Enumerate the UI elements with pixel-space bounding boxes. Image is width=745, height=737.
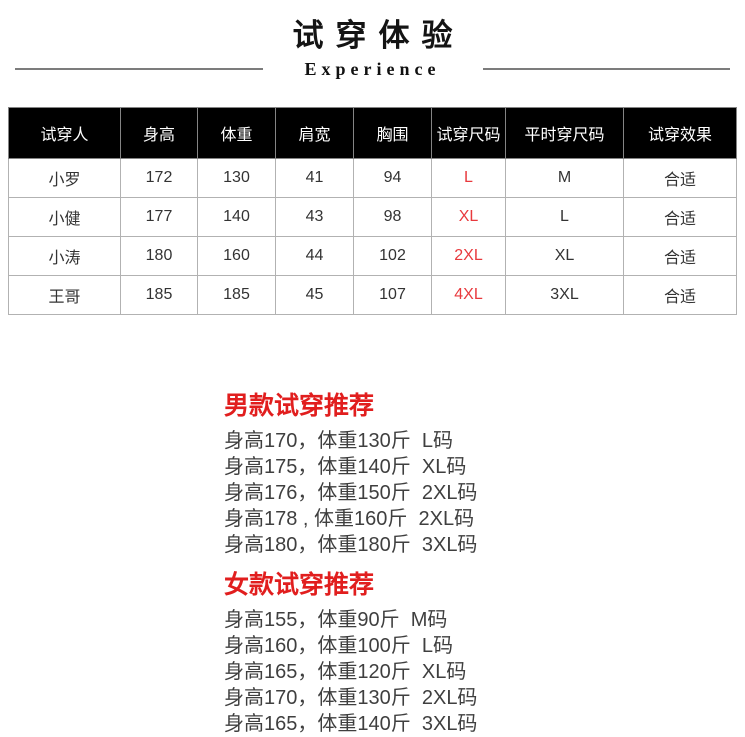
female-reco-line: 身高165，体重140斤 3XL码 [224, 713, 478, 735]
cell-height: 180 [120, 236, 198, 276]
cell-height: 185 [120, 275, 198, 315]
cell-try-size: 2XL [431, 236, 506, 276]
cell-height: 172 [120, 158, 198, 198]
header-cell-shoulder: 肩宽 [275, 107, 354, 159]
header-cell-try-size: 试穿尺码 [431, 107, 506, 159]
female-reco-line: 身高155，体重90斤 M码 [224, 609, 448, 631]
cell-weight: 160 [197, 236, 276, 276]
cell-chest: 94 [353, 158, 432, 198]
cell-weight: 130 [197, 158, 276, 198]
cell-person: 小健 [8, 197, 121, 237]
cell-effect: 合适 [623, 158, 737, 198]
cell-person: 小涛 [8, 236, 121, 276]
cell-chest: 102 [353, 236, 432, 276]
cell-usual-size: L [505, 197, 624, 237]
table-row: 小罗 172 130 41 94 L M 合适 [8, 158, 737, 198]
subtitle-row: Experience [0, 57, 745, 81]
female-reco-title: 女款试穿推荐 [224, 571, 375, 599]
male-reco-line: 身高176，体重150斤 2XL码 [224, 482, 478, 504]
female-reco-line: 身高170，体重130斤 2XL码 [224, 687, 478, 709]
male-reco-title: 男款试穿推荐 [224, 392, 375, 420]
header-cell-person: 试穿人 [8, 107, 121, 159]
fit-table-container: 试穿人 身高 体重 肩宽 胸围 试穿尺码 平时穿尺码 试穿效果 小罗 172 1… [8, 107, 737, 315]
cell-weight: 185 [197, 275, 276, 315]
page-title: 试穿体验 [292, 18, 465, 53]
cell-person: 王哥 [8, 275, 121, 315]
header-cell-chest: 胸围 [353, 107, 432, 159]
cell-shoulder: 41 [275, 158, 354, 198]
cell-shoulder: 43 [275, 197, 354, 237]
male-reco-line: 身高175，体重140斤 XL码 [224, 456, 467, 478]
table-row: 小健 177 140 43 98 XL L 合适 [8, 197, 737, 237]
cell-chest: 98 [353, 197, 432, 237]
male-reco-line: 身高178 , 体重160斤 2XL码 [224, 508, 475, 530]
cell-try-size: L [431, 158, 506, 198]
table-row: 小涛 180 160 44 102 2XL XL 合适 [8, 236, 737, 276]
section-header: 试穿体验 Experience [0, 0, 745, 81]
divider-right [482, 68, 731, 70]
male-reco-line: 身高180，体重180斤 3XL码 [224, 534, 478, 556]
cell-person: 小罗 [8, 158, 121, 198]
divider-left [15, 68, 263, 70]
header-cell-height: 身高 [120, 107, 198, 159]
cell-chest: 107 [353, 275, 432, 315]
table-row: 王哥 185 185 45 107 4XL 3XL 合适 [8, 275, 737, 315]
cell-usual-size: 3XL [505, 275, 624, 315]
cell-height: 177 [120, 197, 198, 237]
cell-usual-size: XL [505, 236, 624, 276]
table-header-row: 试穿人 身高 体重 肩宽 胸围 试穿尺码 平时穿尺码 试穿效果 [8, 107, 737, 159]
female-reco-line: 身高160，体重100斤 L码 [224, 635, 453, 657]
cell-effect: 合适 [623, 197, 737, 237]
female-reco-line: 身高165，体重120斤 XL码 [224, 661, 467, 683]
cell-weight: 140 [197, 197, 276, 237]
male-reco-line: 身高170，体重130斤 L码 [224, 430, 453, 452]
header-cell-weight: 体重 [197, 107, 276, 159]
cell-effect: 合适 [623, 236, 737, 276]
header-cell-effect: 试穿效果 [623, 107, 737, 159]
cell-effect: 合适 [623, 275, 737, 315]
cell-shoulder: 44 [275, 236, 354, 276]
female-recommendations: 女款试穿推荐 身高155，体重90斤 M码 身高160，体重100斤 L码 身高… [224, 570, 745, 737]
cell-try-size: XL [431, 197, 506, 237]
cell-try-size: 4XL [431, 275, 506, 315]
fit-table: 试穿人 身高 体重 肩宽 胸围 试穿尺码 平时穿尺码 试穿效果 小罗 172 1… [8, 107, 737, 315]
page-subtitle: Experience [304, 58, 441, 79]
cell-shoulder: 45 [275, 275, 354, 315]
cell-usual-size: M [505, 158, 624, 198]
male-recommendations: 男款试穿推荐 身高170，体重130斤 L码 身高175，体重140斤 XL码 … [224, 391, 745, 558]
header-cell-usual-size: 平时穿尺码 [505, 107, 624, 159]
